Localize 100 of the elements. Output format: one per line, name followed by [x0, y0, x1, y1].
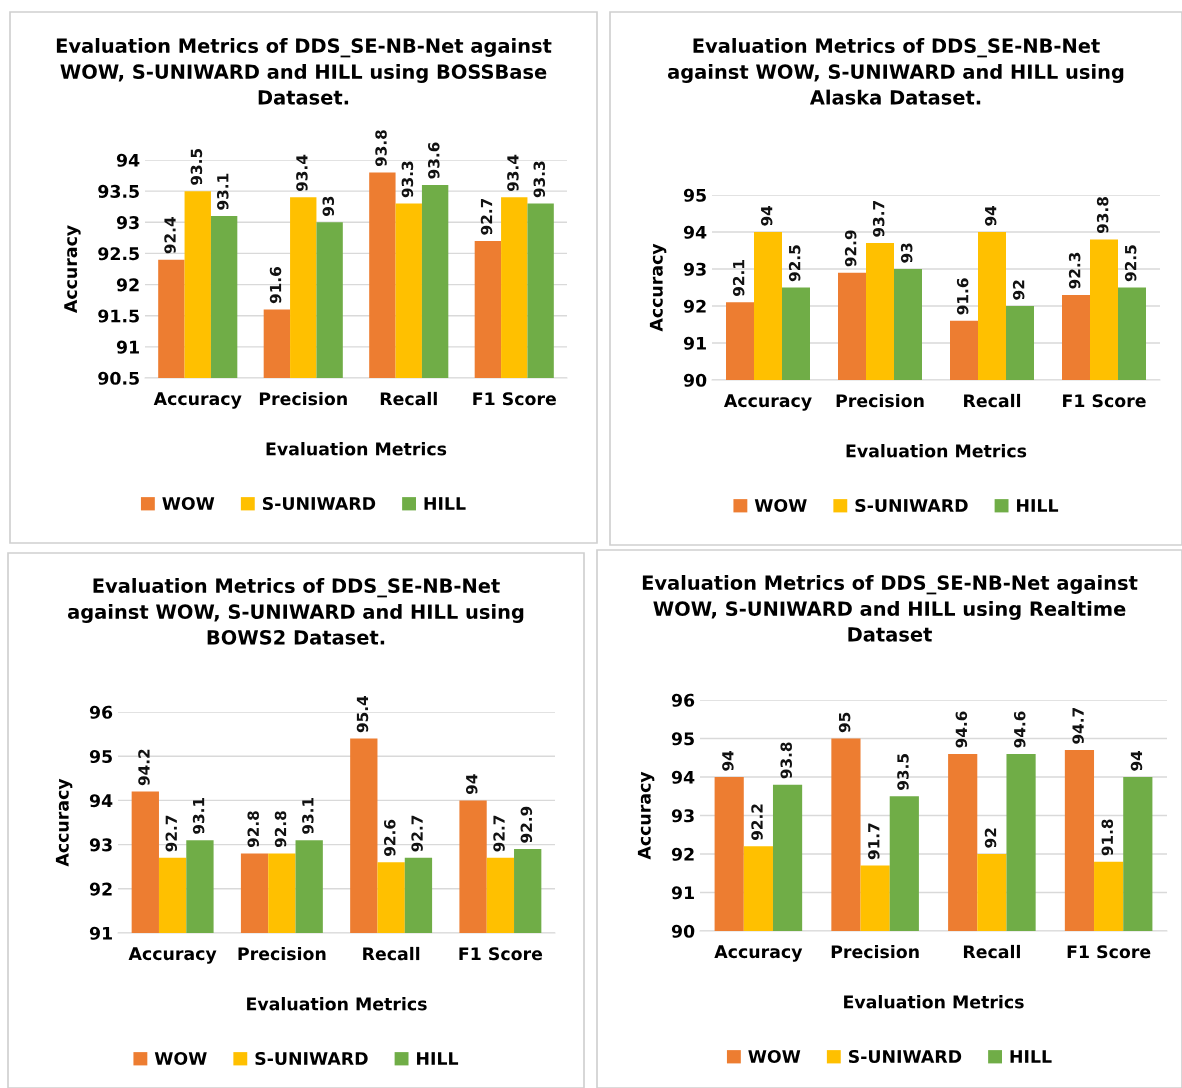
chart-title: Evaluation Metrics of DDS_SE-NB-Net against WOW, S-UNIWARD and HILL using Alaska Dataset.: [667, 38, 1124, 105]
data-label: 94: [722, 750, 734, 771]
legend-label: HILL: [1010, 1050, 1052, 1063]
y-tick-label: 93.5: [98, 184, 139, 198]
data-label: 93.4: [507, 154, 519, 192]
data-label: 92.7: [411, 815, 423, 852]
y-tick-label: 93: [116, 216, 139, 230]
data-label: 92.7: [493, 815, 505, 852]
data-label: 92: [984, 828, 997, 848]
x-tick-label: F1 Score: [459, 947, 543, 961]
y-tick-label: 95: [671, 732, 694, 746]
data-label: 93.4: [296, 154, 308, 192]
data-label: 93.3: [401, 161, 414, 198]
x-tick-label: Precision: [259, 391, 347, 406]
y-tick-label: 90: [671, 924, 695, 938]
x-tick-label: F1 Score: [1063, 394, 1146, 408]
x-tick-label: Accuracy: [153, 392, 242, 409]
data-label: 93.5: [190, 148, 203, 185]
data-label: 92.6: [384, 819, 396, 856]
y-tick-label: 94: [116, 153, 140, 167]
y-tick-label: 95: [89, 749, 112, 764]
x-axis-title: Evaluation Metrics: [846, 444, 1027, 458]
data-label: 92.4: [164, 217, 176, 254]
y-tick-label: 92: [89, 882, 112, 896]
x-axis-title: Evaluation Metrics: [844, 995, 1024, 1009]
legend-label: S-UNIWARD: [262, 496, 376, 511]
x-tick-label: F1 Score: [1067, 945, 1151, 959]
legend-label: S-UNIWARD: [855, 498, 968, 513]
x-tick-label: Accuracy: [714, 945, 803, 962]
data-label: 93.8: [375, 130, 387, 167]
legend-label: HILL: [1017, 499, 1059, 512]
data-label: 91.7: [868, 823, 880, 860]
data-label: 92.1: [732, 260, 745, 296]
y-tick-label: 92: [671, 847, 694, 861]
data-label: 91.8: [1101, 819, 1114, 856]
x-tick-label: Accuracy: [128, 947, 217, 964]
y-axis-title: Accuracy: [55, 778, 73, 867]
y-tick-label: 94: [683, 225, 707, 239]
y-tick-label: 91: [683, 336, 706, 350]
x-axis-title: Evaluation Metrics: [247, 997, 427, 1011]
data-label: 94: [1130, 750, 1143, 771]
data-label: 93.1: [192, 797, 205, 834]
legend-label: WOW: [154, 1051, 207, 1066]
data-label: 92.3: [1068, 252, 1081, 289]
y-tick-label: 93: [89, 838, 112, 852]
data-label: 92.9: [520, 806, 533, 843]
data-label: 92.8: [274, 811, 287, 848]
y-tick-label: 91.5: [98, 309, 139, 323]
x-tick-label: Recall: [964, 393, 1021, 408]
data-label: 94.7: [1072, 708, 1084, 744]
y-tick-label: 92.5: [98, 247, 139, 261]
y-tick-label: 91: [671, 886, 694, 900]
data-label: 94: [465, 774, 478, 795]
data-label: 91.6: [269, 267, 282, 304]
legend-label: WOW: [162, 496, 215, 511]
legend-label: S-UNIWARD: [255, 1051, 368, 1066]
data-label: 92.5: [1124, 245, 1137, 282]
y-tick-label: 94: [671, 770, 695, 784]
y-tick-label: 94: [89, 794, 113, 808]
data-label: 94: [984, 205, 997, 226]
data-label: 93.1: [217, 173, 229, 210]
x-tick-label: F1 Score: [473, 392, 556, 406]
legend-label: HILL: [417, 1052, 459, 1065]
chart-title: Evaluation Metrics of DDS_SE-NB-Net against WOW, S-UNIWARD and HILL using BOWS2 Dataset.: [67, 578, 524, 645]
data-label: 93.8: [780, 742, 792, 779]
data-label: 92.7: [165, 815, 178, 852]
data-label: 93.1: [302, 797, 314, 834]
data-label: 93.5: [897, 754, 909, 790]
y-tick-label: 90: [683, 373, 707, 387]
x-tick-label: Precision: [238, 946, 326, 961]
y-axis-title: Accuracy: [637, 771, 655, 860]
legend-label: WOW: [748, 1049, 801, 1064]
data-label: 93: [900, 243, 913, 263]
y-tick-label: 91: [116, 340, 139, 354]
chart-title: Evaluation Metrics of DDS_SE-NB-Net against WOW, S-UNIWARD and HILL using BOSSBase Dataset.: [56, 38, 552, 105]
data-label: 95.4: [356, 695, 369, 733]
x-tick-label: Precision: [836, 393, 924, 408]
x-tick-label: Accuracy: [723, 394, 812, 411]
data-label: 92.7: [480, 198, 493, 235]
y-tick-label: 95: [683, 188, 706, 202]
data-label: 92.8: [247, 811, 259, 848]
x-tick-label: Recall: [963, 944, 1020, 959]
data-label: 94.6: [955, 711, 968, 748]
data-label: 93.3: [533, 161, 546, 198]
data-label: 94: [760, 205, 773, 226]
x-axis-title: Evaluation Metrics: [266, 442, 447, 456]
data-label: 92.9: [844, 230, 857, 267]
y-tick-label: 93: [683, 262, 706, 276]
data-label: 93.8: [1096, 197, 1109, 234]
x-tick-label: Recall: [363, 946, 420, 961]
legend-label: S-UNIWARD: [848, 1049, 962, 1064]
data-label: 94.6: [1013, 711, 1026, 748]
y-tick-label: 92: [116, 278, 139, 292]
chart-title: Evaluation Metrics of DDS_SE-NB-Net against WOW, S-UNIWARD and HILL using Realtime Dataset: [642, 575, 1138, 642]
data-label: 93.6: [428, 142, 440, 179]
data-label: 95: [838, 712, 851, 733]
data-label: 92.5: [788, 245, 801, 282]
y-tick-label: 91: [89, 926, 112, 940]
data-label: 92: [1012, 280, 1025, 300]
y-axis-title: Accuracy: [649, 243, 667, 332]
